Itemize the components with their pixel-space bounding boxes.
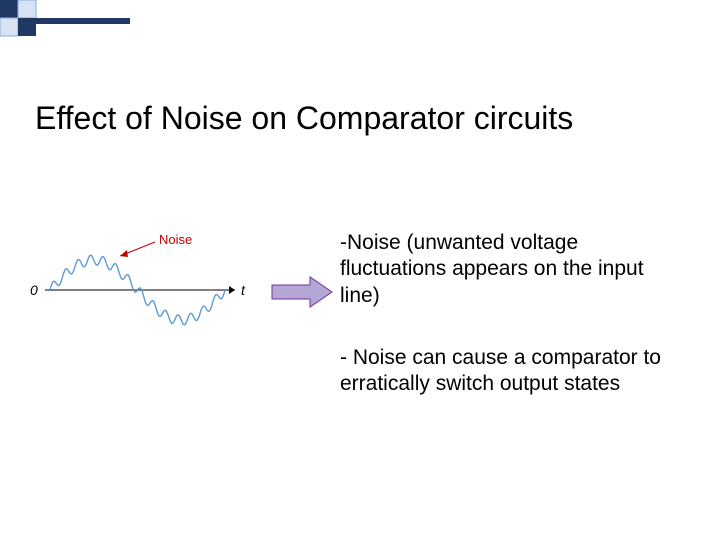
noise-label: Noise (159, 232, 192, 247)
slide-title: Effect of Noise on Comparator circuits (35, 100, 573, 137)
axis-x-label: t (241, 282, 246, 298)
block-arrow (270, 275, 335, 310)
axis-y-label: 0 (30, 282, 38, 298)
corner-decoration (0, 0, 130, 50)
bullet-2: - Noise can cause a comparator to errati… (340, 345, 680, 398)
bullet-1: -Noise (unwanted voltage fluctuations ap… (340, 230, 680, 309)
noise-waveform-diagram: 0 t Noise (25, 230, 265, 350)
